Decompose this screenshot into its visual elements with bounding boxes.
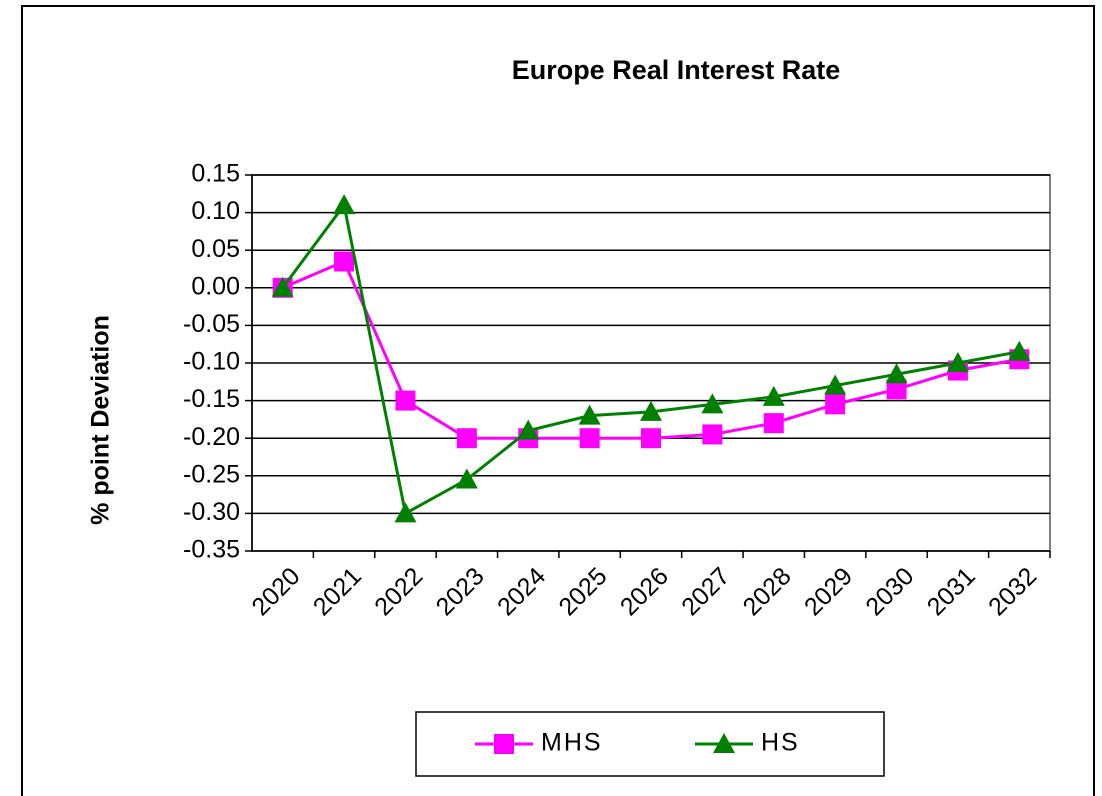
y-tick-label: 0.10: [191, 197, 240, 225]
marker: [641, 428, 661, 449]
y-tick-label: -0.35: [183, 536, 240, 564]
marker: [886, 379, 907, 400]
marker: [333, 194, 356, 215]
y-axis-label: % point Deviation: [87, 315, 115, 525]
marker: [456, 428, 477, 449]
marker: [824, 374, 847, 395]
marker: [395, 390, 416, 411]
y-tick-label: -0.30: [183, 498, 240, 526]
marker: [825, 394, 846, 415]
marker: [394, 502, 417, 523]
legend-label: MHS: [541, 729, 603, 757]
marker: [334, 251, 355, 272]
marker: [579, 428, 600, 449]
marker: [701, 393, 724, 414]
marker: [494, 734, 514, 754]
y-tick-label: -0.10: [183, 348, 240, 376]
marker: [946, 352, 969, 372]
y-tick-label: 0.00: [191, 272, 240, 300]
marker: [578, 404, 601, 425]
marker: [455, 468, 478, 489]
chart-title: Europe Real Interest Rate: [512, 55, 841, 85]
marker: [702, 424, 723, 445]
y-tick-label: 0.05: [191, 235, 240, 263]
marker: [762, 385, 785, 406]
legend-label: HS: [761, 729, 800, 757]
y-tick-label: -0.20: [183, 423, 240, 451]
y-tick-label: 0.15: [191, 160, 240, 188]
marker: [713, 733, 735, 753]
y-tick-label: -0.05: [183, 310, 240, 338]
marker: [517, 419, 540, 440]
y-tick-label: -0.25: [183, 460, 240, 488]
marker: [885, 363, 908, 384]
marker: [763, 413, 784, 434]
marker: [640, 400, 662, 421]
marker: [271, 276, 294, 297]
y-tick-label: -0.15: [183, 385, 240, 413]
marker: [1008, 340, 1031, 361]
